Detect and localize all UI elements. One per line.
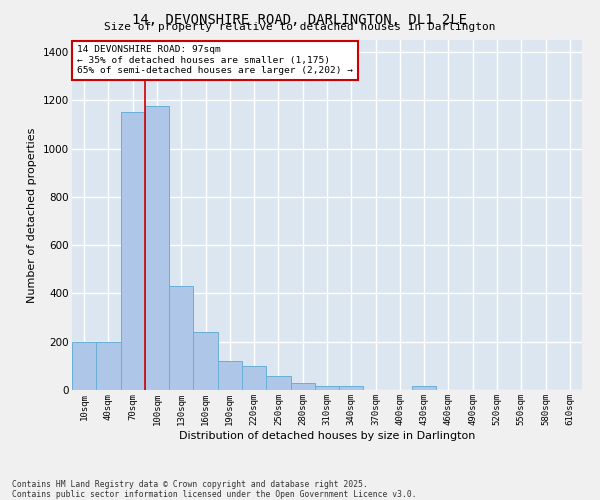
Bar xyxy=(121,112,145,390)
Text: 14 DEVONSHIRE ROAD: 97sqm
← 35% of detached houses are smaller (1,175)
65% of se: 14 DEVONSHIRE ROAD: 97sqm ← 35% of detac… xyxy=(77,46,353,75)
Text: Size of property relative to detached houses in Darlington: Size of property relative to detached ho… xyxy=(104,22,496,32)
Bar xyxy=(339,386,364,390)
Bar xyxy=(169,286,193,390)
X-axis label: Distribution of detached houses by size in Darlington: Distribution of detached houses by size … xyxy=(179,430,475,440)
Text: 14, DEVONSHIRE ROAD, DARLINGTON, DL1 2LE: 14, DEVONSHIRE ROAD, DARLINGTON, DL1 2LE xyxy=(133,12,467,26)
Bar xyxy=(412,386,436,390)
Bar xyxy=(290,383,315,390)
Bar xyxy=(72,342,96,390)
Y-axis label: Number of detached properties: Number of detached properties xyxy=(28,128,37,302)
Bar xyxy=(193,332,218,390)
Bar xyxy=(242,366,266,390)
Bar xyxy=(218,361,242,390)
Bar xyxy=(145,106,169,390)
Bar xyxy=(96,342,121,390)
Bar xyxy=(266,376,290,390)
Text: Contains HM Land Registry data © Crown copyright and database right 2025.
Contai: Contains HM Land Registry data © Crown c… xyxy=(12,480,416,499)
Bar xyxy=(315,386,339,390)
